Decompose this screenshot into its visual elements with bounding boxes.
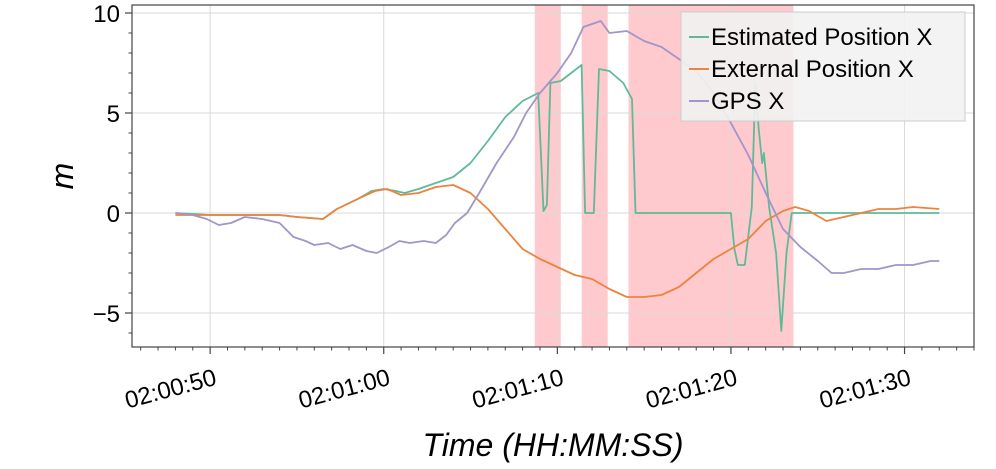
legend: Estimated Position X External Position X… (680, 11, 966, 122)
axis-ticks (125, 12, 975, 354)
y-tick-label-0: −5 (93, 301, 120, 328)
legend-box (680, 11, 966, 122)
plot-frame (131, 4, 975, 348)
y-tick-label-1: 0 (107, 201, 120, 228)
y-tick-label-3: 10 (93, 1, 120, 28)
x-axis-title: Time (HH:MM:SS) (422, 427, 683, 463)
y-tick-label-2: 5 (107, 101, 120, 128)
series-line-external-position-x (175, 184, 940, 298)
legend-label-estimated-position-x: Estimated Position X (711, 24, 932, 51)
series-lines (175, 20, 940, 332)
legend-label-external-position-x: External Position X (711, 56, 914, 83)
y-axis-title: m (44, 163, 80, 190)
y-tick-labels: −5 0 5 10 (93, 1, 120, 328)
legend-label-gps-x: GPS X (711, 88, 784, 115)
series-line-gps-x (175, 20, 940, 274)
grid (132, 5, 974, 347)
